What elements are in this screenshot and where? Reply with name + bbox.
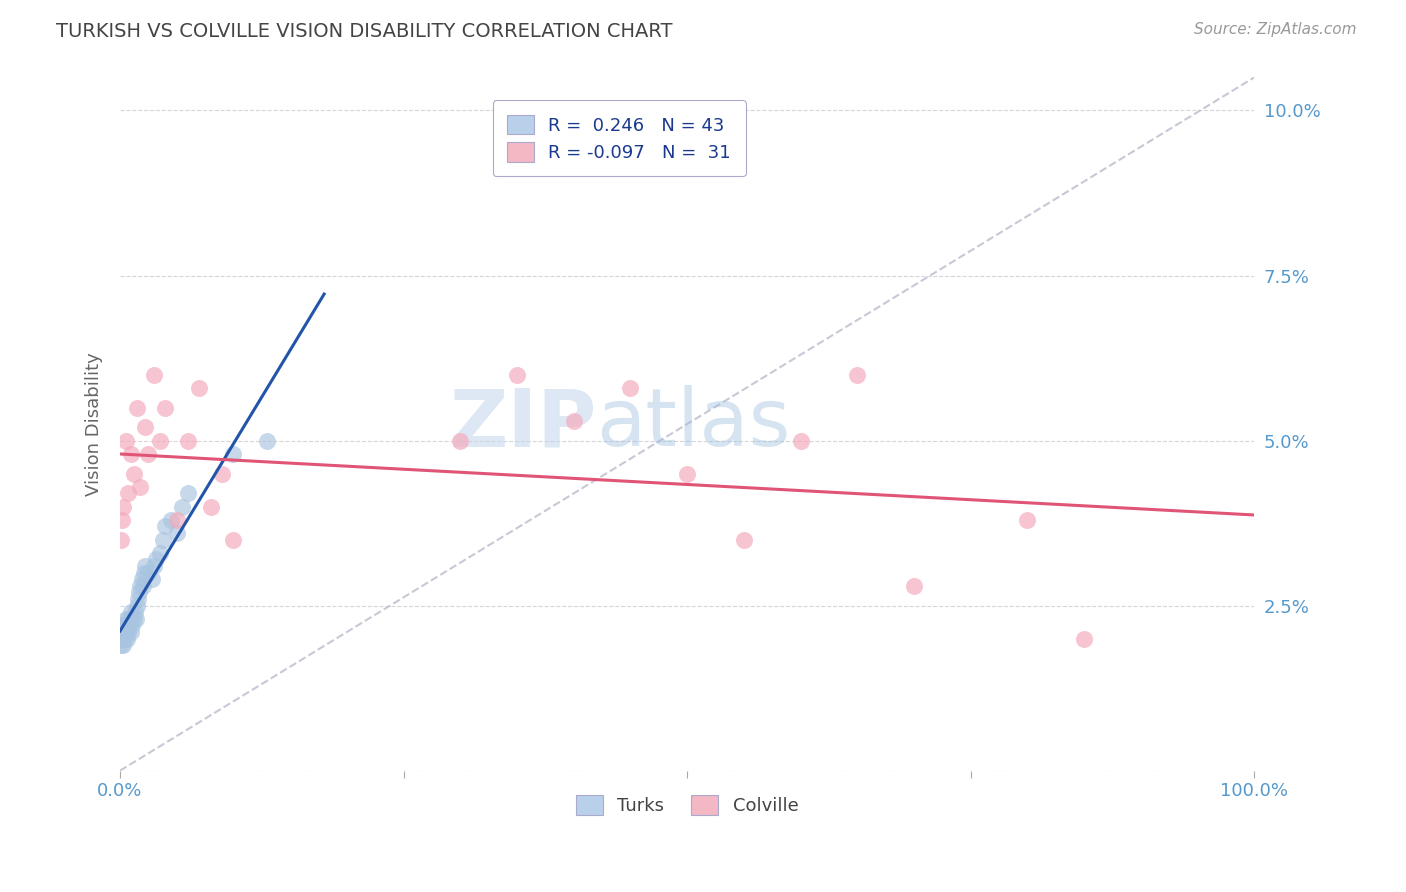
Point [120,625,142,640]
Point [131,579,153,593]
Point [129,579,152,593]
Point [118,618,141,632]
Point [121,618,143,632]
Point [110,625,132,640]
Point [211,467,233,481]
Point [1017,513,1039,527]
Point [149,546,172,560]
Point [117,486,139,500]
Point [120,612,142,626]
Point [177,434,200,448]
Point [449,434,471,448]
Point [172,500,194,514]
Point [114,612,136,626]
Text: TURKISH VS COLVILLE VISION DISABILITY CORRELATION CHART: TURKISH VS COLVILLE VISION DISABILITY CO… [56,22,672,41]
Point [125,599,148,613]
Text: Source: ZipAtlas.com: Source: ZipAtlas.com [1194,22,1357,37]
Point [114,625,136,640]
Point [506,368,529,382]
Point [114,618,136,632]
Point [141,572,163,586]
Point [619,381,641,395]
Point [111,513,134,527]
Point [132,566,155,580]
Point [152,533,174,547]
Text: ZIP: ZIP [449,385,596,463]
Point [166,513,188,527]
Point [128,585,150,599]
Point [111,632,134,646]
Point [134,559,156,574]
Point [134,420,156,434]
Point [155,519,177,533]
Point [112,638,135,652]
Point [112,625,135,640]
Point [1073,632,1095,646]
Point [129,480,152,494]
Point [110,533,132,547]
Point [136,566,159,580]
Point [120,447,142,461]
Point [127,592,149,607]
Point [846,368,869,382]
Point [160,513,183,527]
Point [124,605,146,619]
Point [117,612,139,626]
Point [112,500,135,514]
Point [125,401,148,415]
Point [177,486,200,500]
Point [188,381,211,395]
Point [115,618,138,632]
Point [111,618,134,632]
Point [120,605,142,619]
Y-axis label: Vision Disability: Vision Disability [86,352,103,496]
Point [117,625,139,640]
Point [166,526,188,541]
Point [676,467,699,481]
Text: atlas: atlas [596,385,790,463]
Point [145,552,167,566]
Point [789,434,811,448]
Point [562,414,585,428]
Point [122,612,145,626]
Point [114,632,136,646]
Point [733,533,755,547]
Point [903,579,925,593]
Point [125,612,148,626]
Point [136,447,159,461]
Point [222,447,245,461]
Point [256,434,278,448]
Point [131,572,153,586]
Point [222,533,245,547]
Point [114,434,136,448]
Point [155,401,177,415]
Point [149,434,172,448]
Point [200,500,222,514]
Point [110,638,132,652]
Point [143,368,166,382]
Point [115,632,138,646]
Legend: Turks, Colville: Turks, Colville [567,786,807,824]
Point [143,559,166,574]
Point [122,467,145,481]
